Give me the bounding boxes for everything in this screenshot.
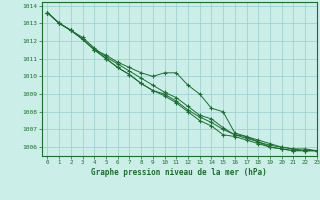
X-axis label: Graphe pression niveau de la mer (hPa): Graphe pression niveau de la mer (hPa) bbox=[91, 168, 267, 177]
